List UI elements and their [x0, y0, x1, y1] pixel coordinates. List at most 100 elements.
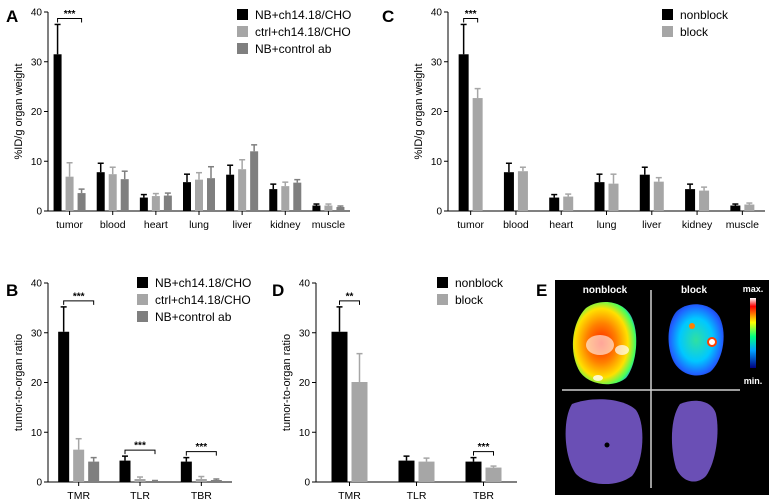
- bar: [238, 169, 247, 211]
- hotspot: [615, 345, 629, 355]
- bar: [119, 460, 131, 482]
- legend-swatch: [662, 9, 673, 20]
- bar: [485, 467, 502, 482]
- significance-label: ***: [64, 9, 76, 20]
- y-tick-label: 20: [431, 107, 443, 118]
- y-tick-label: 20: [31, 378, 43, 389]
- bar: [53, 54, 62, 211]
- legend-swatch: [237, 43, 248, 54]
- significance-bracket: [473, 451, 494, 456]
- colorbar-min-label: min.: [744, 376, 763, 386]
- bar: [58, 331, 70, 482]
- significance-label: **: [346, 291, 354, 302]
- stained-section-block: [671, 400, 718, 482]
- y-tick-label: 20: [31, 107, 43, 118]
- y-tick-label: 0: [304, 478, 310, 489]
- bar: [685, 189, 696, 211]
- y-tick-label: 0: [36, 207, 42, 218]
- legend-swatch: [437, 277, 448, 288]
- category-label: blood: [503, 219, 529, 231]
- y-tick-label: 30: [431, 57, 443, 68]
- colorbar-max-label: max.: [743, 284, 764, 294]
- category-label: lung: [597, 219, 617, 231]
- chart-panel-b: 0 10 20 30 40 tumor-to-organ ratio TMR TLR TBR **…: [13, 276, 251, 500]
- bar: [653, 181, 664, 211]
- bar: [250, 151, 259, 211]
- bar: [73, 449, 85, 482]
- bar: [149, 481, 161, 482]
- bar: [336, 207, 345, 211]
- significance-label: ***: [134, 441, 146, 452]
- legend-swatch: [662, 26, 673, 37]
- y-tick-label: 20: [299, 378, 311, 389]
- panel-letter-b: B: [6, 281, 18, 300]
- bar: [195, 479, 207, 482]
- category-label: heart: [144, 219, 168, 231]
- legend-label: nonblock: [455, 276, 504, 290]
- category-label: liver: [233, 219, 253, 231]
- y-tick-label: 10: [31, 157, 43, 168]
- y-tick-label: 10: [431, 157, 443, 168]
- significance-label: ***: [195, 442, 207, 453]
- category-label: blood: [100, 219, 126, 231]
- bar: [207, 178, 215, 211]
- category-label: TLR: [407, 490, 427, 500]
- bar: [65, 176, 74, 211]
- bar: [699, 190, 710, 211]
- category-label: TMR: [67, 490, 90, 500]
- y-tick-label: 30: [31, 57, 43, 68]
- bar: [549, 197, 560, 211]
- bar: [293, 182, 302, 211]
- legend-label: block: [455, 293, 484, 307]
- bar: [398, 460, 415, 482]
- legend-swatch: [437, 294, 448, 305]
- legend-label: ctrl+ch14.18/CHO: [255, 25, 351, 39]
- bar: [331, 331, 348, 482]
- chart-panel-a: 0 10 20 30 40 %ID/g organ weight tumor blood hea…: [13, 8, 351, 232]
- legend-label: NB+ch14.18/CHO: [155, 276, 251, 290]
- category-label: tumor: [457, 219, 484, 231]
- legend-label: NB+control ab: [255, 42, 332, 56]
- category-label: TLR: [130, 490, 150, 500]
- bar: [210, 480, 222, 482]
- bar: [517, 171, 528, 211]
- y-tick-label: 10: [299, 428, 311, 439]
- bar: [88, 461, 100, 482]
- category-label: kidney: [682, 219, 713, 231]
- legend-label: nonblock: [680, 8, 729, 22]
- chart-panel-c: 0 10 20 30 40 %ID/g organ weight tumor blood hea…: [413, 8, 765, 231]
- y-axis-label: %ID/g organ weight: [13, 64, 25, 160]
- bar: [563, 196, 574, 211]
- bar: [458, 54, 469, 211]
- hotspot: [586, 335, 614, 355]
- category-label: kidney: [270, 219, 301, 231]
- stained-section-nonblock: [565, 399, 643, 485]
- panel-letter-d: D: [272, 281, 284, 300]
- panel-letter-e: E: [536, 281, 547, 300]
- bar: [472, 98, 483, 211]
- bar: [608, 183, 619, 211]
- category-label: muscle: [312, 219, 345, 231]
- bar: [183, 182, 191, 211]
- bar: [151, 196, 160, 211]
- bar: [108, 174, 117, 211]
- significance-label: ***: [478, 442, 490, 453]
- bar: [324, 205, 333, 211]
- bar: [281, 186, 290, 211]
- bar: [226, 174, 235, 211]
- bar: [312, 205, 321, 211]
- y-axis-label: %ID/g organ weight: [413, 64, 425, 160]
- panel-letter-c: C: [382, 7, 394, 26]
- y-tick-label: 0: [36, 478, 42, 489]
- bar: [503, 172, 514, 211]
- hotspot: [593, 375, 603, 381]
- y-tick-label: 40: [299, 279, 311, 290]
- category-label: TMR: [338, 490, 361, 500]
- y-axis-label: tumor-to-organ ratio: [13, 334, 25, 431]
- legend-swatch: [237, 9, 248, 20]
- significance-bracket: [185, 451, 217, 456]
- bar: [269, 189, 278, 211]
- bar: [730, 205, 741, 211]
- significance-bracket: [57, 17, 83, 23]
- significance-bracket: [63, 300, 95, 305]
